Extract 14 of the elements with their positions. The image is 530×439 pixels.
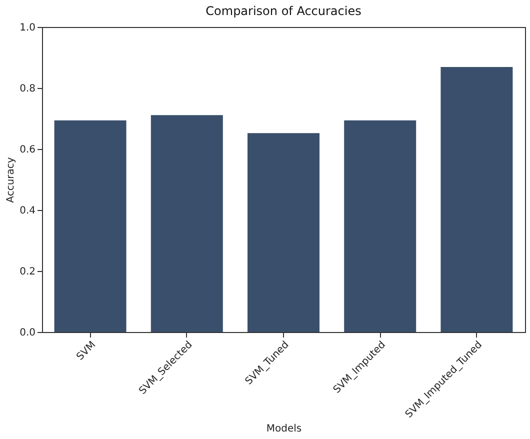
chart-title: Comparison of Accuracies <box>206 4 362 18</box>
y-tick-label: 0.2 <box>20 266 36 278</box>
x-axis-title: Models <box>266 424 302 435</box>
y-tick-label: 0.8 <box>20 84 36 94</box>
bar <box>150 115 223 332</box>
bar <box>440 66 513 332</box>
bar <box>54 120 126 332</box>
bar <box>248 133 320 332</box>
y-axis-title: Accuracy <box>6 157 17 203</box>
y-tick-label: 0.4 <box>20 206 36 216</box>
y-tick-label: 0.0 <box>20 328 36 338</box>
y-tick-label: 0.6 <box>20 144 36 156</box>
bar <box>344 120 416 332</box>
y-tick-label: 1.0 <box>20 22 36 34</box>
